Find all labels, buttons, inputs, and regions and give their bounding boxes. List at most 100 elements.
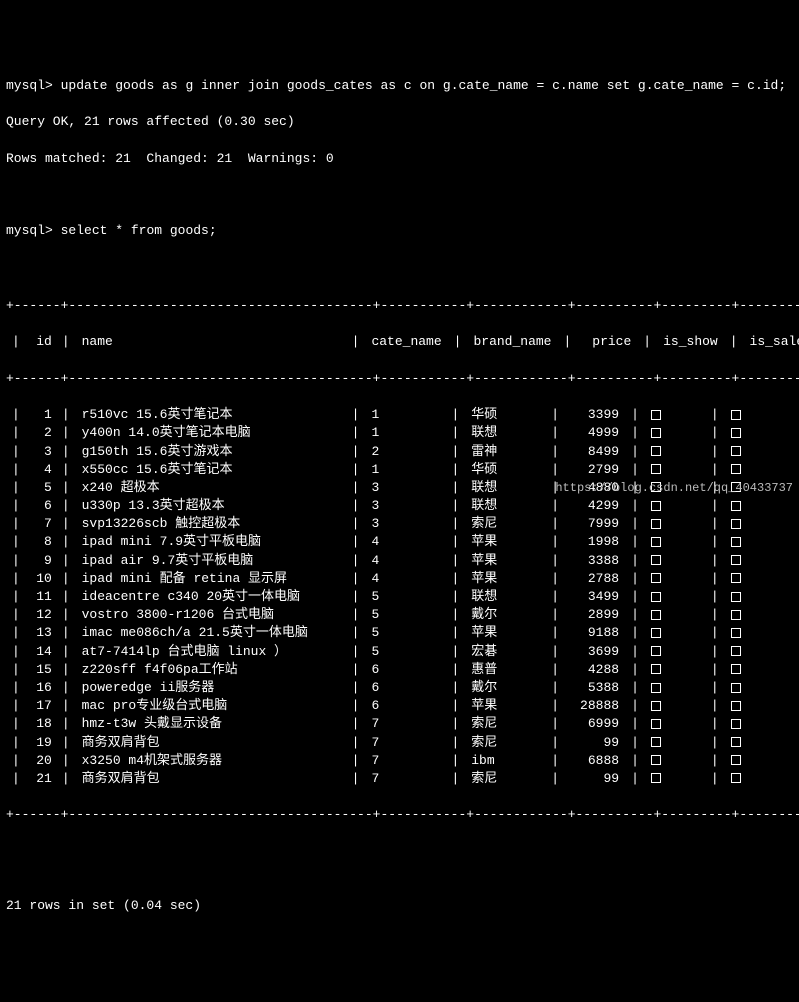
cell-brand-name: 戴尔 [465, 679, 545, 697]
cell-is-show [645, 552, 705, 570]
cell-price: 4999 [565, 424, 625, 442]
cell-cate-name: 4 [365, 570, 445, 588]
checkbox-icon [731, 537, 741, 547]
cell-price: 5388 [565, 679, 625, 697]
checkbox-icon [731, 428, 741, 438]
cell-brand-name: 苹果 [465, 697, 545, 715]
table-row: |18|hmz-t3w 头戴显示设备|7|索尼|6999||| [6, 715, 799, 733]
header-row: |id|name|cate_name|brand_name|price|is_s… [6, 333, 799, 351]
cell-is-show [645, 424, 705, 442]
cmd-update-line: mysql> update goods as g inner join good… [6, 77, 793, 95]
cell-cate-name: 1 [365, 461, 445, 479]
checkbox-icon [651, 737, 661, 747]
cell-price: 1998 [565, 533, 625, 551]
cell-is-show [645, 643, 705, 661]
cell-cate-name: 5 [365, 643, 445, 661]
cell-is-saleoff [725, 752, 795, 770]
checkbox-icon [731, 555, 741, 565]
cell-cate-name: 6 [365, 697, 445, 715]
cell-brand-name: 苹果 [465, 570, 545, 588]
cell-price: 4299 [565, 497, 625, 515]
cell-brand-name: 索尼 [465, 770, 545, 788]
cell-id: 7 [26, 515, 56, 533]
cell-is-show [645, 752, 705, 770]
table-row: |14|at7-7414lp 台式电脑 linux ）|5|宏碁|3699||| [6, 643, 799, 661]
checkbox-icon [651, 610, 661, 620]
cell-cate-name: 5 [365, 588, 445, 606]
checkbox-icon [731, 683, 741, 693]
cell-brand-name: 华硕 [465, 406, 545, 424]
cell-price: 8499 [565, 443, 625, 461]
cell-price: 2799 [565, 461, 625, 479]
cell-is-saleoff [725, 770, 795, 788]
cell-price: 9188 [565, 624, 625, 642]
cell-is-show [645, 497, 705, 515]
cell-is-show [645, 606, 705, 624]
table-row: |16|poweredge ii服务器|6|戴尔|5388||| [6, 679, 799, 697]
select-command: select * from goods; [61, 223, 217, 238]
checkbox-icon [731, 701, 741, 711]
cell-name: ipad air 9.7英寸平板电脑 [76, 552, 346, 570]
checkbox-icon [651, 464, 661, 474]
cell-is-show [645, 515, 705, 533]
cell-name: svp13226scb 触控超极本 [76, 515, 346, 533]
table-row: |6|u330p 13.3英寸超极本|3|联想|4299||| [6, 497, 799, 515]
cell-name: z220sff f4f06pa工作站 [76, 661, 346, 679]
cell-price: 99 [565, 770, 625, 788]
cell-is-show [645, 661, 705, 679]
checkbox-icon [651, 519, 661, 529]
checkbox-icon [731, 773, 741, 783]
checkbox-icon [651, 719, 661, 729]
blank-line-2 [6, 861, 793, 879]
cell-brand-name: 苹果 [465, 624, 545, 642]
cell-price: 7999 [565, 515, 625, 533]
table-row: |9|ipad air 9.7英寸平板电脑|4|苹果|3388||| [6, 552, 799, 570]
cell-brand-name: 雷神 [465, 443, 545, 461]
checkbox-icon [651, 555, 661, 565]
table-row: |15|z220sff f4f06pa工作站|6|惠普|4288||| [6, 661, 799, 679]
cell-brand-name: 苹果 [465, 533, 545, 551]
watermark: https://blog.csdn.net/qq_40433737 [555, 480, 793, 497]
cell-is-show [645, 715, 705, 733]
cell-name: imac me086ch/a 21.5英寸一体电脑 [76, 624, 346, 642]
cell-brand-name: 戴尔 [465, 606, 545, 624]
cell-cate-name: 6 [365, 661, 445, 679]
col-name: name [76, 333, 346, 351]
cell-cate-name: 3 [365, 497, 445, 515]
checkbox-icon [651, 537, 661, 547]
cell-is-show [645, 406, 705, 424]
cell-brand-name: 华硕 [465, 461, 545, 479]
checkbox-icon [731, 646, 741, 656]
cell-brand-name: 索尼 [465, 715, 545, 733]
rows-matched-line: Rows matched: 21 Changed: 21 Warnings: 0 [6, 150, 793, 168]
table-row: |4|x550cc 15.6英寸笔记本|1|华硕|2799||| [6, 461, 799, 479]
checkbox-icon [651, 446, 661, 456]
cell-is-saleoff [725, 643, 795, 661]
cell-name: x3250 m4机架式服务器 [76, 752, 346, 770]
checkbox-icon [731, 410, 741, 420]
cell-name: mac pro专业级台式电脑 [76, 697, 346, 715]
cell-is-show [645, 570, 705, 588]
cell-is-saleoff [725, 588, 795, 606]
checkbox-icon [731, 664, 741, 674]
cell-is-show [645, 443, 705, 461]
cell-is-saleoff [725, 679, 795, 697]
cell-id: 10 [26, 570, 56, 588]
cell-brand-name: 苹果 [465, 552, 545, 570]
cell-id: 12 [26, 606, 56, 624]
cell-cate-name: 7 [365, 734, 445, 752]
cell-cate-name: 7 [365, 715, 445, 733]
cell-id: 9 [26, 552, 56, 570]
table-bottom-border: +------+--------------------------------… [6, 806, 793, 824]
cell-id: 19 [26, 734, 56, 752]
cell-name: ideacentre c340 20英寸一体电脑 [76, 588, 346, 606]
table-row: |7|svp13226scb 触控超极本|3|索尼|7999||| [6, 515, 799, 533]
cell-id: 5 [26, 479, 56, 497]
cell-id: 17 [26, 697, 56, 715]
checkbox-icon [651, 773, 661, 783]
cell-id: 15 [26, 661, 56, 679]
checkbox-icon [651, 701, 661, 711]
table-row: |13|imac me086ch/a 21.5英寸一体电脑|5|苹果|9188|… [6, 624, 799, 642]
cell-name: vostro 3800-r1206 台式电脑 [76, 606, 346, 624]
cell-is-saleoff [725, 533, 795, 551]
